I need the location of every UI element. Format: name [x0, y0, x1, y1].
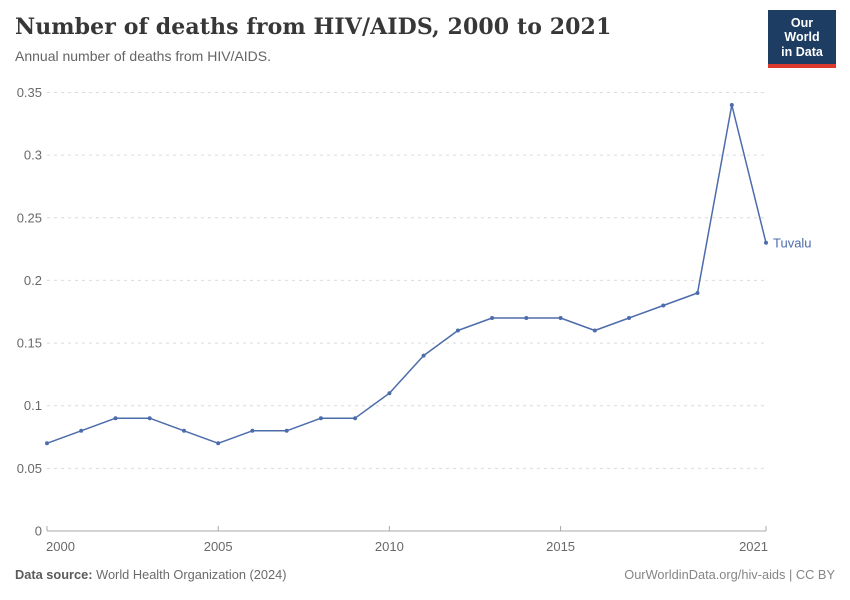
data-point[interactable] — [284, 428, 289, 433]
chart-header: Number of deaths from HIV/AIDS, 2000 to … — [15, 10, 836, 69]
data-point[interactable] — [182, 428, 186, 433]
line-series-tuvalu[interactable] — [46, 104, 767, 445]
data-source-label: Data source: — [15, 567, 93, 582]
data-point[interactable] — [455, 328, 460, 333]
data-point[interactable] — [695, 291, 700, 295]
data-point[interactable] — [592, 328, 597, 333]
data-point[interactable] — [318, 416, 323, 421]
data-source-value: World Health Organization (2024) — [96, 567, 287, 582]
y-axis-tick-label: 0.05 — [17, 461, 42, 476]
x-axis-tick-label: 2000 — [46, 539, 75, 554]
owid-logo-line1: Our World — [784, 16, 820, 45]
x-axis-tick-label: 2015 — [546, 539, 575, 554]
page-subtitle: Annual number of deaths from HIV/AIDS. — [15, 48, 272, 65]
data-point[interactable] — [764, 240, 768, 245]
series-end-label[interactable]: Tuvalu — [773, 235, 812, 250]
y-axis-tick-label: 0.35 — [17, 85, 42, 100]
y-axis-tick-label: 0.25 — [17, 210, 42, 225]
x-axis-tick-label: 2005 — [204, 539, 233, 554]
owid-logo[interactable]: Our World in Data — [768, 10, 836, 69]
title-block: Number of deaths from HIV/AIDS, 2000 to … — [15, 10, 611, 64]
y-axis-tick-label: 0.3 — [24, 148, 42, 163]
y-axis-tick-label: 0.1 — [24, 398, 42, 413]
owid-logo-line2: in Data — [781, 44, 823, 59]
y-axis-tick-label: 0.2 — [24, 273, 42, 288]
data-source-note: Data source: World Health Organization (… — [15, 567, 287, 582]
y-axis-tick-label: 0.15 — [17, 336, 42, 351]
data-point[interactable] — [113, 416, 118, 421]
data-point[interactable] — [729, 103, 734, 107]
chart-footer: Data source: World Health Organization (… — [15, 567, 835, 582]
y-axis-tick-label: 0 — [35, 524, 42, 539]
data-point[interactable] — [147, 416, 152, 421]
data-point[interactable] — [45, 441, 49, 446]
data-point[interactable] — [353, 416, 358, 421]
data-point[interactable] — [216, 441, 221, 446]
x-axis-tick-label: 2021 — [739, 539, 768, 554]
x-axis-tick-label: 2010 — [375, 539, 404, 554]
data-point[interactable] — [250, 428, 255, 433]
data-point[interactable] — [490, 316, 495, 320]
data-point[interactable] — [387, 391, 392, 396]
data-point[interactable] — [79, 428, 84, 433]
data-point[interactable] — [421, 353, 426, 358]
data-point[interactable] — [627, 316, 631, 320]
page-title: Number of deaths from HIV/AIDS, 2000 to … — [15, 14, 612, 40]
data-point[interactable] — [558, 316, 563, 320]
data-point[interactable] — [661, 303, 666, 308]
data-point[interactable] — [524, 316, 529, 320]
credit-link[interactable]: OurWorldinData.org/hiv-aids | CC BY — [624, 567, 835, 582]
